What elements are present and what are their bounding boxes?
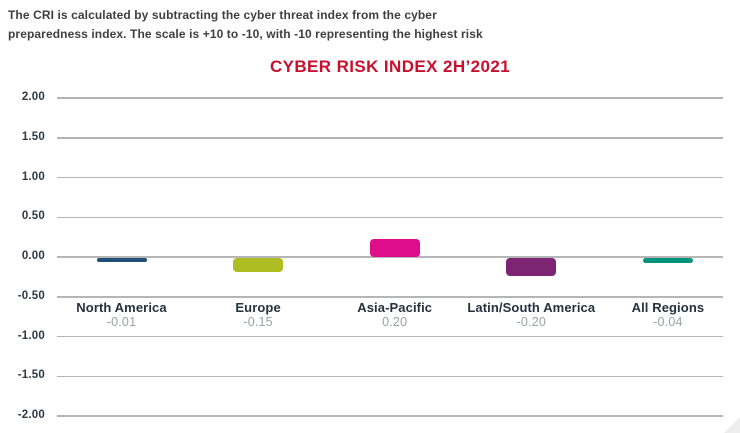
y-axis-tick-label: 1.50 [21,130,45,143]
gridline [57,335,723,338]
category-label: Europe [235,300,281,315]
chart-title: CYBER RISK INDEX 2H’2021 [269,57,511,76]
value-label: -0.20 [516,315,547,329]
gridline [57,97,723,99]
y-axis-tick-label: 0.50 [21,210,45,223]
value-label: -0.01 [106,315,137,329]
gridline [57,137,723,139]
y-axis-tick-label: 0.00 [21,250,45,262]
bar-north-america [96,258,147,262]
gridline [57,176,723,179]
category-label: North America [76,300,167,315]
gridline [57,375,723,377]
y-axis-tick-label: -1.00 [17,329,45,342]
y-axis-tick-label: 2.00 [21,91,45,103]
category-label: Latin/South America [467,300,596,315]
y-axis-tick-label: -2.00 [17,409,45,421]
bar-all-regions [642,258,693,263]
bar-latin-south-america [506,258,557,276]
page-corner-fold [724,417,740,433]
category-label: Asia-Pacific [357,300,433,315]
value-label: -0.04 [653,315,683,329]
bar-asia-pacific [369,238,420,257]
gridline [57,216,723,218]
chart-description-line1: The CRI is calculated by subtracting the… [8,8,437,22]
chart-description-line2: preparedness index. The scale is +10 to … [8,26,483,41]
gridline [57,296,723,298]
bar-europe [233,258,284,272]
y-axis-tick-label: 1.00 [21,170,45,183]
gridline [57,256,723,258]
value-label: 0.20 [382,315,408,329]
chart-description: The CRI is calculated by subtracting the… [8,6,483,43]
value-label: -0.15 [243,315,273,329]
y-axis-tick-label: -1.50 [17,369,45,382]
y-axis-tick-label: -0.50 [17,289,45,302]
category-label: All Regions [631,300,705,315]
gridline [57,415,723,417]
